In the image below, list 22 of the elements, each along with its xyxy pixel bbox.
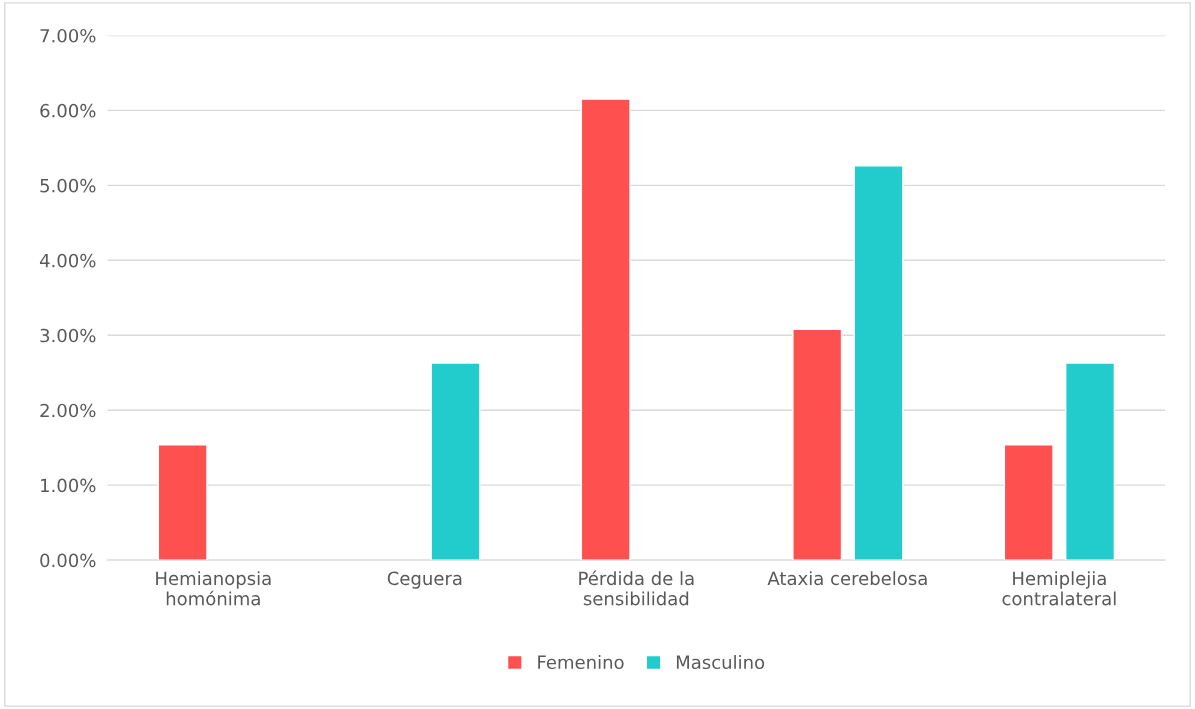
bar xyxy=(1065,362,1116,561)
y-tick-label: 6.00% xyxy=(40,103,96,118)
x-tick-label: Ceguera xyxy=(387,571,462,589)
x-tick-label: Hemianopsia homónima xyxy=(156,571,271,606)
y-tick-label: 2.00% xyxy=(40,403,96,418)
bar xyxy=(580,98,631,561)
x-tick-label: Ataxia cerebelosa xyxy=(767,571,927,586)
y-tick-label: 7.00% xyxy=(40,28,96,43)
y-tick-label: 5.00% xyxy=(40,178,96,193)
x-tick-label: Hemiplejia contralateral xyxy=(1002,571,1116,606)
y-tick-label: 3.00% xyxy=(40,328,96,343)
y-tick-label: 4.00% xyxy=(39,253,96,268)
y-tick-label: 1.00% xyxy=(41,478,96,493)
legend-label: Masculino xyxy=(676,655,765,670)
y-tick-label: 0.00% xyxy=(40,553,96,568)
bar xyxy=(792,328,843,561)
legend-label: Femenino xyxy=(538,655,624,670)
bar xyxy=(853,165,904,561)
bar xyxy=(430,362,481,561)
bar xyxy=(1003,443,1054,561)
x-tick-label: Pérdida de la sensibilidad xyxy=(579,570,694,606)
bar xyxy=(157,443,208,561)
